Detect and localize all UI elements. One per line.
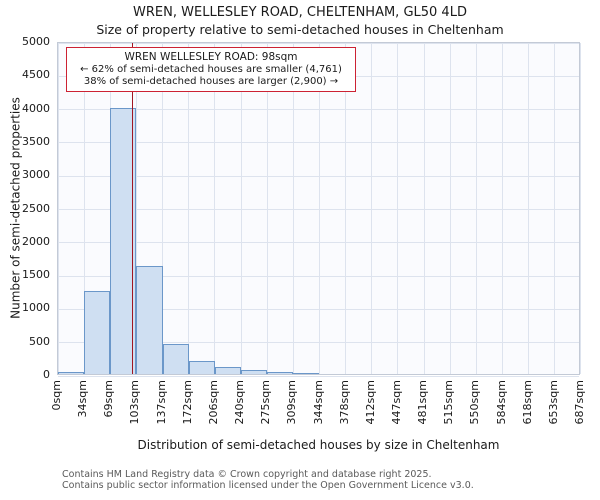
chart-subtitle: Size of property relative to semi-detach… xyxy=(96,22,504,37)
h-gridline xyxy=(58,275,579,277)
v-gridline xyxy=(319,43,320,374)
license-footer: Contains HM Land Registry data © Crown c… xyxy=(62,469,474,491)
v-gridline xyxy=(554,43,556,374)
x-tick-label: 137sqm xyxy=(154,380,168,425)
annotation-title: WREN WELLESLEY ROAD: 98sqm xyxy=(124,51,298,63)
x-tick-label: 69sqm xyxy=(102,380,116,418)
v-gridline xyxy=(345,43,347,374)
x-tick-label: 0sqm xyxy=(50,380,63,411)
h-gridline xyxy=(58,209,579,210)
y-tick-label: 4000 xyxy=(22,101,50,115)
histogram-bar xyxy=(162,344,189,374)
v-gridline xyxy=(292,43,294,374)
x-tick-label: 103sqm xyxy=(128,380,142,425)
y-tick-label: 5000 xyxy=(22,35,50,48)
v-gridline xyxy=(371,43,373,374)
x-tick-label: 240sqm xyxy=(233,380,247,425)
x-tick-label: 378sqm xyxy=(337,380,351,425)
x-tick-label: 584sqm xyxy=(494,380,508,425)
h-gridline xyxy=(58,342,579,344)
v-gridline xyxy=(502,43,504,374)
footer-line-1: Contains HM Land Registry data © Crown c… xyxy=(62,469,432,480)
h-gridline xyxy=(58,142,579,144)
v-gridline xyxy=(449,43,451,374)
v-gridline xyxy=(135,43,137,374)
histogram-bar xyxy=(136,266,163,374)
v-gridline xyxy=(528,43,530,374)
histogram-bar xyxy=(188,361,215,374)
histogram-bar xyxy=(214,367,242,374)
annotation-smaller-text: ← 62% of semi-detached houses are smalle… xyxy=(80,64,342,75)
y-tick-label: 2500 xyxy=(22,201,50,215)
h-gridline xyxy=(58,175,579,177)
x-tick-label: 275sqm xyxy=(259,380,273,425)
y-tick-label: 0 xyxy=(43,368,50,381)
chart-title: WREN, WELLESLEY ROAD, CHELTENHAM, GL50 4… xyxy=(133,5,467,20)
v-gridline xyxy=(83,43,85,374)
v-gridline xyxy=(214,43,216,374)
y-tick-label: 1500 xyxy=(22,268,50,282)
property-size-marker xyxy=(131,43,134,374)
x-tick-label: 687sqm xyxy=(573,380,586,425)
y-tick-label: 500 xyxy=(29,334,50,348)
h-gridline xyxy=(58,43,579,44)
v-gridline xyxy=(423,43,425,374)
footer-line-2: Contains public sector information licen… xyxy=(62,480,474,491)
x-tick-label: 172sqm xyxy=(180,380,194,425)
y-tick-label: 3500 xyxy=(22,134,50,148)
v-gridline xyxy=(580,43,581,374)
x-tick-label: 481sqm xyxy=(416,380,430,425)
x-axis-title: Distribution of semi-detached houses by … xyxy=(137,438,500,452)
x-tick-label: 412sqm xyxy=(363,380,377,425)
h-gridline xyxy=(58,308,579,310)
h-gridline xyxy=(58,242,579,244)
histogram-bar xyxy=(241,370,268,374)
x-tick-label: 618sqm xyxy=(520,380,534,425)
x-tick-label: 550sqm xyxy=(468,380,482,425)
histogram-bar xyxy=(58,372,85,374)
x-tick-label: 206sqm xyxy=(206,380,220,425)
v-gridline xyxy=(397,43,399,374)
histogram-bar xyxy=(293,373,320,374)
x-tick-label: 344sqm xyxy=(311,380,325,425)
v-gridline xyxy=(266,43,268,374)
y-tick-label: 4500 xyxy=(22,68,50,82)
h-gridline xyxy=(58,109,579,111)
x-tick-label: 34sqm xyxy=(76,380,90,418)
v-gridline xyxy=(58,43,59,374)
v-gridline xyxy=(188,43,190,374)
x-tick-label: 653sqm xyxy=(546,380,560,425)
y-tick-label: 1000 xyxy=(22,301,50,315)
v-gridline xyxy=(475,43,477,374)
v-gridline xyxy=(240,43,242,374)
x-tick-label: 515sqm xyxy=(442,380,456,425)
x-tick-label: 447sqm xyxy=(389,380,403,425)
annotation-box: WREN WELLESLEY ROAD: 98sqm ← 62% of semi… xyxy=(66,47,356,92)
histogram-bar xyxy=(84,291,111,374)
x-tick-label: 309sqm xyxy=(285,380,299,425)
y-tick-label: 3000 xyxy=(22,168,50,182)
histogram-bar xyxy=(267,372,294,374)
v-gridline xyxy=(162,43,164,374)
h-gridline xyxy=(58,375,579,377)
y-tick-label: 2000 xyxy=(22,234,50,248)
annotation-larger-text: 38% of semi-detached houses are larger (… xyxy=(83,76,339,87)
plot-area: WREN WELLESLEY ROAD: 98sqm ← 62% of semi… xyxy=(57,42,581,377)
